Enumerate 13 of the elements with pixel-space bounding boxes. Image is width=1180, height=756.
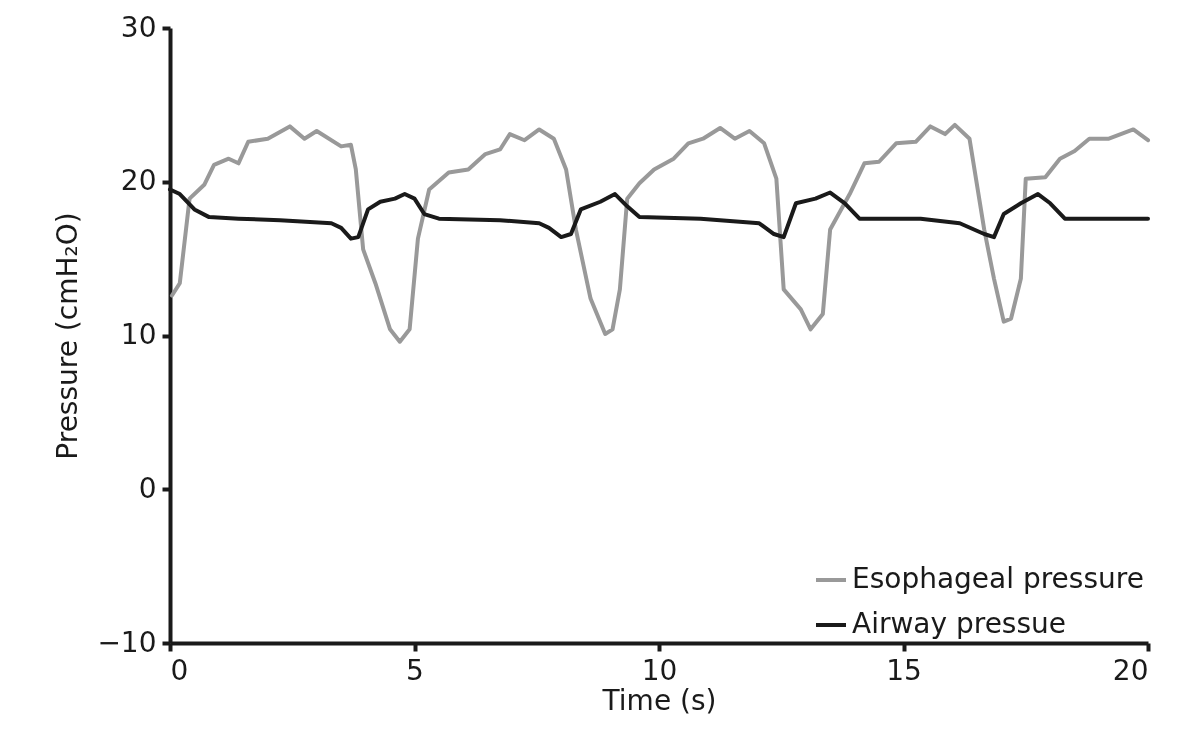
y-axis-title: Pressure (cmH₂O): [51, 212, 85, 460]
y-tick-label: 10: [120, 318, 157, 351]
x-tick-label: 20: [1112, 653, 1149, 687]
legend-label: Esophageal pressure: [852, 562, 1144, 595]
y-tick-label: −10: [97, 625, 157, 659]
y-tick-label: 20: [120, 164, 157, 198]
legend-label: Airway pressue: [852, 607, 1067, 640]
y-tick-label: 0: [138, 471, 157, 505]
x-tick-label: 5: [406, 653, 424, 687]
y-tick-label: 30: [120, 10, 157, 44]
x-tick-label: 0: [170, 653, 189, 687]
x-tick-label: 15: [886, 653, 922, 687]
line-series: [169, 122, 1150, 344]
